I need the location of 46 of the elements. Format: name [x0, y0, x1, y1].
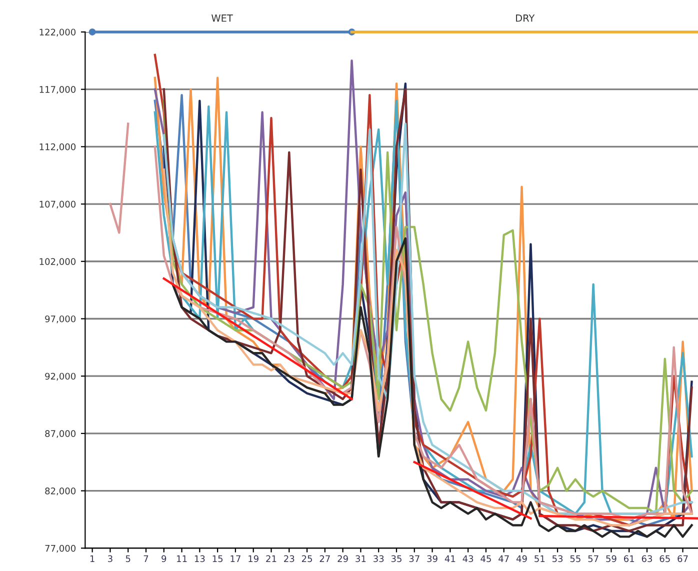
x-tick-label: 35 — [391, 555, 402, 562]
x-tick-label: 57 — [588, 555, 598, 562]
x-tick-label: 31 — [356, 555, 366, 562]
x-tick-label: 43 — [462, 555, 474, 562]
x-tick-label: 65 — [660, 555, 670, 562]
x-tick-label: 21 — [266, 555, 276, 562]
x-tick-label: 61 — [624, 555, 634, 562]
x-tick-label: 37 — [409, 555, 420, 562]
x-tick-label: 23 — [284, 555, 294, 562]
x-tick-label: 9 — [162, 555, 166, 562]
x-tick-label: 53 — [552, 555, 563, 562]
x-tick-label: 15 — [212, 555, 223, 562]
x-tick-label: 13 — [194, 555, 205, 562]
x-tick-label: 19 — [248, 555, 258, 562]
y-tick-label: 122,000 — [40, 28, 76, 36]
x-tick-label: 1 — [90, 555, 94, 562]
x-tick-label: 27 — [320, 555, 330, 562]
x-tick-label: 29 — [338, 555, 348, 562]
x-tick-label: 49 — [516, 555, 527, 562]
y-tick-label: 102,000 — [40, 258, 76, 266]
x-tick-label: 55 — [570, 555, 580, 562]
x-tick-label: 39 — [427, 555, 438, 562]
y-tick-label: 107,000 — [40, 200, 76, 209]
x-tick-label: 41 — [444, 555, 456, 562]
x-tick-label: 5 — [126, 555, 130, 562]
x-tick-label: 25 — [302, 555, 312, 562]
y-tick-label: 112,000 — [40, 143, 76, 152]
x-tick-label: 59 — [606, 555, 616, 562]
x-tick-label: 7 — [144, 555, 148, 562]
y-tick-label: 92,000 — [45, 372, 76, 381]
x-tick-label: 33 — [374, 555, 384, 562]
y-tick-label: 77,000 — [45, 544, 76, 553]
y-tick-label: 117,000 — [40, 86, 76, 94]
x-tick-label: 17 — [230, 555, 240, 562]
x-tick-label: 3 — [108, 555, 112, 562]
series-label: DRY — [516, 14, 535, 22]
series-label: WET — [212, 14, 233, 22]
x-tick-label: 67 — [678, 555, 688, 562]
x-tick-label: 11 — [177, 555, 187, 562]
x-tick-label: 63 — [642, 555, 652, 562]
x-tick-label: 51 — [534, 555, 545, 562]
y-tick-label: 82,000 — [45, 488, 76, 496]
x-tick-label: 45 — [480, 555, 491, 562]
y-tick-label: 97,000 — [45, 315, 76, 324]
x-tick-label: 47 — [498, 555, 509, 562]
y-tick-label: 87,000 — [45, 430, 76, 438]
